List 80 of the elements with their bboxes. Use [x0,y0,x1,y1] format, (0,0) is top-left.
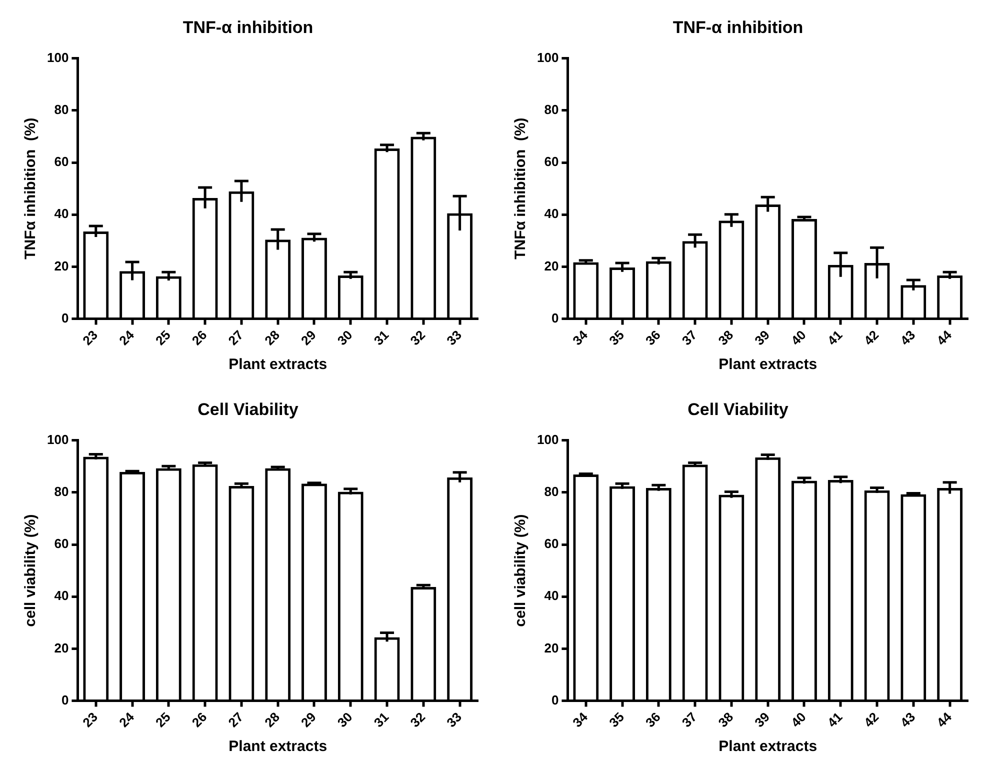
y-tick-label: 0 [61,310,69,326]
x-tick-label: 44 [934,708,955,730]
y-axis-title: TNFα inhibition (%) [512,118,530,260]
chart-title: TNF-α inhibition [182,18,314,37]
x-tick-label: 37 [678,327,700,348]
x-axis-title: Plant extracts [228,356,328,374]
x-tick-label: 41 [824,709,846,730]
y-axis-title: TNFα inhibition (%) [22,118,40,260]
x-tick-label: 28 [262,327,282,348]
x-tick-label: 23 [80,709,101,730]
x-tick-label: 24 [116,708,138,730]
chart-title: Cell Viability [688,400,789,419]
y-tick-label: 100 [46,50,69,65]
x-tick-label: 39 [752,327,772,348]
x-tick-label: 24 [116,326,138,348]
y-tick-label: 60 [54,536,69,552]
x-tick-label: 43 [897,709,918,730]
x-axis-title: Plant extracts [718,356,818,374]
y-tick-label: 40 [544,206,559,222]
x-tick-label: 41 [824,327,846,348]
x-tick-label: 40 [788,327,809,348]
x-tick-label: 43 [897,327,918,348]
y-tick-label: 80 [54,484,69,500]
x-tick-label: 32 [407,709,428,730]
x-tick-label: 26 [188,327,210,348]
y-tick-label: 0 [61,692,69,708]
x-tick-label: 25 [152,327,174,348]
x-tick-label: 31 [370,327,392,348]
x-tick-label: 25 [152,709,174,730]
x-tick-label: 30 [334,327,356,348]
x-tick-label: 36 [642,709,664,730]
y-tick-label: 40 [54,206,69,222]
y-tick-label: 100 [536,50,559,65]
y-tick-label: 100 [46,432,69,447]
x-tick-label: 33 [444,327,464,348]
x-tick-label: 31 [370,709,392,730]
y-tick-label: 0 [551,310,559,326]
y-tick-label: 60 [544,536,559,552]
x-tick-label: 26 [188,709,210,730]
y-tick-label: 20 [544,640,559,656]
x-tick-label: 39 [752,709,772,730]
x-tick-label: 37 [678,709,700,730]
y-tick-label: 80 [544,102,559,118]
x-tick-label: 36 [642,327,664,348]
x-tick-label: 35 [606,327,627,348]
x-tick-label: 44 [934,326,955,348]
y-tick-label: 40 [54,588,69,604]
y-axis-title: cell viability (%) [22,514,40,627]
chart-title: Cell Viability [198,400,299,419]
x-tick-label: 34 [570,708,592,730]
y-tick-label: 100 [536,432,559,447]
y-tick-label: 60 [544,154,559,170]
x-tick-label: 30 [334,709,356,730]
x-tick-label: 42 [860,709,882,730]
x-tick-label: 28 [262,709,282,730]
x-tick-label: 29 [298,327,319,348]
y-axis-title: cell viability (%) [512,514,530,627]
x-axis-title: Plant extracts [718,738,818,756]
x-tick-label: 35 [606,709,627,730]
y-tick-label: 80 [544,484,559,500]
y-tick-label: 20 [544,258,559,274]
x-tick-label: 27 [225,327,246,348]
y-tick-label: 0 [551,692,559,708]
y-tick-label: 80 [54,102,69,118]
y-tick-label: 40 [544,588,559,604]
x-tick-label: 29 [298,709,319,730]
y-tick-label: 60 [54,154,69,170]
x-tick-label: 23 [80,327,101,348]
x-tick-label: 27 [225,709,246,730]
x-tick-label: 38 [715,709,736,730]
x-tick-label: 33 [444,709,464,730]
x-tick-label: 38 [715,327,736,348]
x-tick-label: 40 [788,709,809,730]
x-tick-label: 34 [570,326,592,348]
y-tick-label: 20 [54,640,69,656]
chart-title: TNF-α inhibition [672,18,804,37]
x-axis-title: Plant extracts [228,738,328,756]
y-tick-label: 20 [54,258,69,274]
x-tick-label: 42 [860,327,882,348]
x-tick-label: 32 [407,327,428,348]
